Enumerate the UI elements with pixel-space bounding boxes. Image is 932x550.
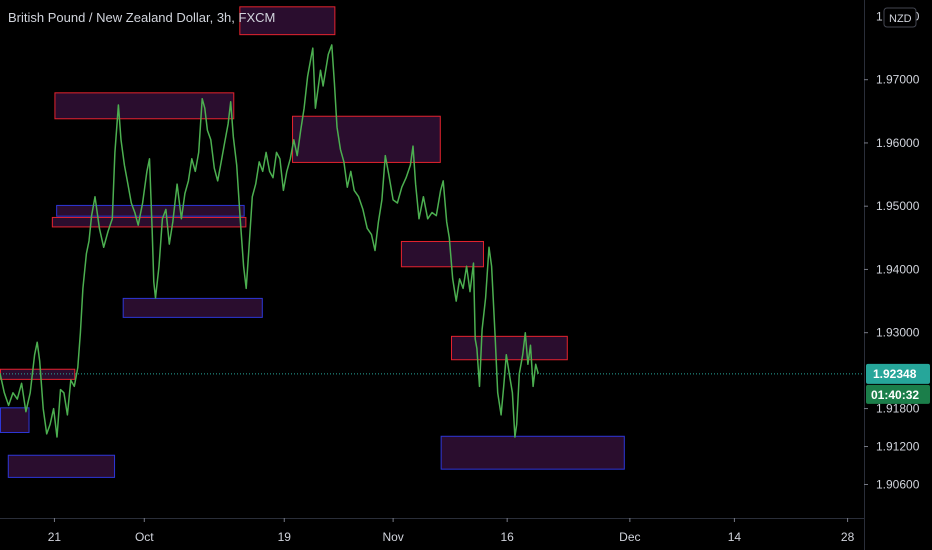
x-tick-label: 16 xyxy=(500,530,514,544)
y-tick-label: 1.95000 xyxy=(876,199,920,213)
x-tick-label: 14 xyxy=(728,530,742,544)
y-tick-label: 1.90600 xyxy=(876,477,920,491)
blue-zone xyxy=(7,454,116,478)
x-axis[interactable]: 21 Oct 19 Nov 16 Dec 14 28 xyxy=(48,518,855,544)
red-zone xyxy=(54,92,235,120)
x-tick-label: Nov xyxy=(382,530,403,544)
red-zone xyxy=(51,216,247,228)
price-series-line xyxy=(0,44,540,438)
countdown-badge-bg xyxy=(866,384,930,404)
x-tick-label: 21 xyxy=(48,530,62,544)
blue-zone xyxy=(0,407,30,433)
y-tick-label: 1.97000 xyxy=(876,73,920,87)
y-tick-label: 1.96000 xyxy=(876,136,920,150)
zones-layer xyxy=(0,6,625,478)
x-tick-label: 19 xyxy=(278,530,292,544)
red-zone xyxy=(400,240,484,268)
currency-button[interactable]: NZD xyxy=(883,7,917,28)
red-zone xyxy=(292,115,441,163)
x-tick-label: 28 xyxy=(841,530,855,544)
price-badge: 1.92348 xyxy=(866,363,930,384)
blue-zone xyxy=(56,204,245,217)
x-tick-label: Oct xyxy=(135,530,154,544)
countdown-badge: 01:40:32 xyxy=(866,384,930,404)
red-zone xyxy=(239,6,336,36)
y-tick-label: 1.91200 xyxy=(876,440,920,454)
currency-button-bg[interactable] xyxy=(883,7,917,28)
currency-button-label[interactable]: NZD xyxy=(889,13,912,25)
countdown-badge-value: 01:40:32 xyxy=(871,388,919,402)
x-tick-label: Dec xyxy=(619,530,640,544)
blue-zone xyxy=(440,435,625,470)
blue-zone xyxy=(122,297,263,318)
y-tick-label: 1.93000 xyxy=(876,326,920,340)
chart-title: British Pound / New Zealand Dollar, 3h, … xyxy=(8,10,276,25)
red-zone xyxy=(451,335,568,361)
y-tick-label: 1.91800 xyxy=(876,402,920,416)
price-badge-value: 1.92348 xyxy=(873,367,917,381)
price-badge-bg xyxy=(866,363,930,384)
y-tick-label: 1.94000 xyxy=(876,262,920,276)
